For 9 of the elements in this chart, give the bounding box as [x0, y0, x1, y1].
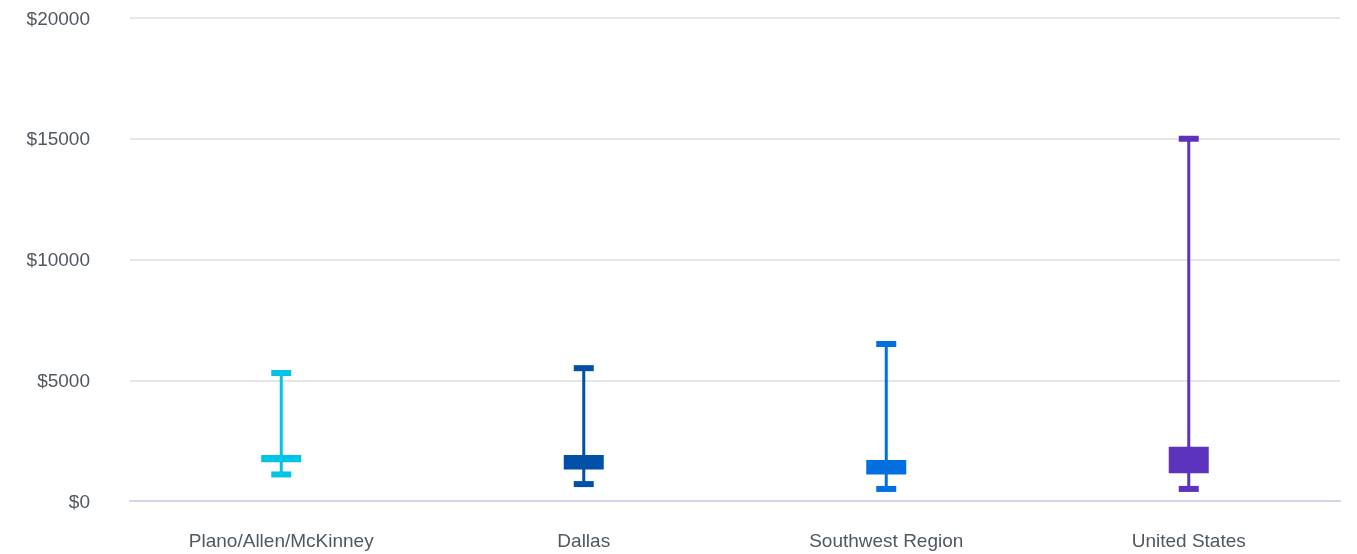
- y-tick-label: $5000: [37, 369, 90, 391]
- y-tick-label: $10000: [26, 249, 90, 270]
- x-tick-label: Dallas: [557, 530, 611, 551]
- y-tick-label: $20000: [26, 7, 90, 29]
- y-tick-label: $0: [68, 490, 90, 512]
- x-tick-label: Southwest Region: [809, 530, 964, 551]
- x-tick-label: Plano/Allen/McKinney: [188, 530, 375, 551]
- x-tick-label: United States: [1131, 530, 1246, 551]
- y-tick-label: $15000: [26, 128, 90, 150]
